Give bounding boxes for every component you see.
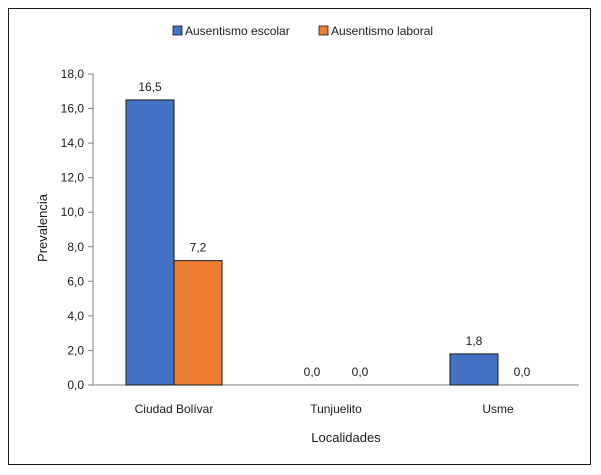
y-tick-label: 2,0 (67, 343, 84, 357)
y-axis-title: Prevalencia (35, 193, 50, 262)
legend-swatch-0 (172, 25, 183, 36)
bar-0-0 (125, 99, 175, 386)
y-tick-label: 4,0 (67, 309, 84, 323)
data-label: 0,0 (352, 365, 369, 379)
x-tick-label: Usme (482, 402, 514, 416)
y-tick-label: 6,0 (67, 274, 84, 288)
y-tick-label: 0,0 (67, 378, 84, 392)
y-tick-label: 8,0 (67, 240, 84, 254)
x-axis: Ciudad Bolívar Tunjuelito Usme (93, 384, 579, 416)
y-axis: 0,0 2,0 4,0 6,0 8,0 10,0 12,0 14,0 16,0 18,0 (61, 67, 94, 392)
y-tick-label: 16,0 (61, 102, 85, 116)
y-tick-label: 14,0 (61, 136, 85, 150)
chart-frame (8, 8, 591, 465)
bar-0-2 (449, 353, 499, 386)
x-axis-title: Localidades (311, 430, 381, 445)
legend: Ausentismo escolar Ausentismo laboral (172, 24, 433, 38)
data-label: 16,5 (138, 80, 162, 94)
data-labels: 16,5 7,2 0,0 0,0 1,8 0,0 (138, 80, 530, 379)
bars (125, 99, 499, 386)
legend-label-0: Ausentismo escolar (185, 24, 290, 38)
data-label: 7,2 (190, 241, 207, 255)
bar-1-0 (173, 260, 223, 386)
y-tick-label: 18,0 (61, 67, 85, 81)
data-label: 1,8 (466, 334, 483, 348)
data-label: 0,0 (304, 365, 321, 379)
x-tick-label: Tunjuelito (310, 402, 362, 416)
legend-label-1: Ausentismo laboral (331, 24, 433, 38)
y-tick-label: 10,0 (61, 205, 85, 219)
legend-swatch-1 (318, 25, 329, 36)
y-tick-label: 12,0 (61, 171, 85, 185)
data-label: 0,0 (514, 365, 531, 379)
x-tick-label: Ciudad Bolívar (135, 402, 214, 416)
